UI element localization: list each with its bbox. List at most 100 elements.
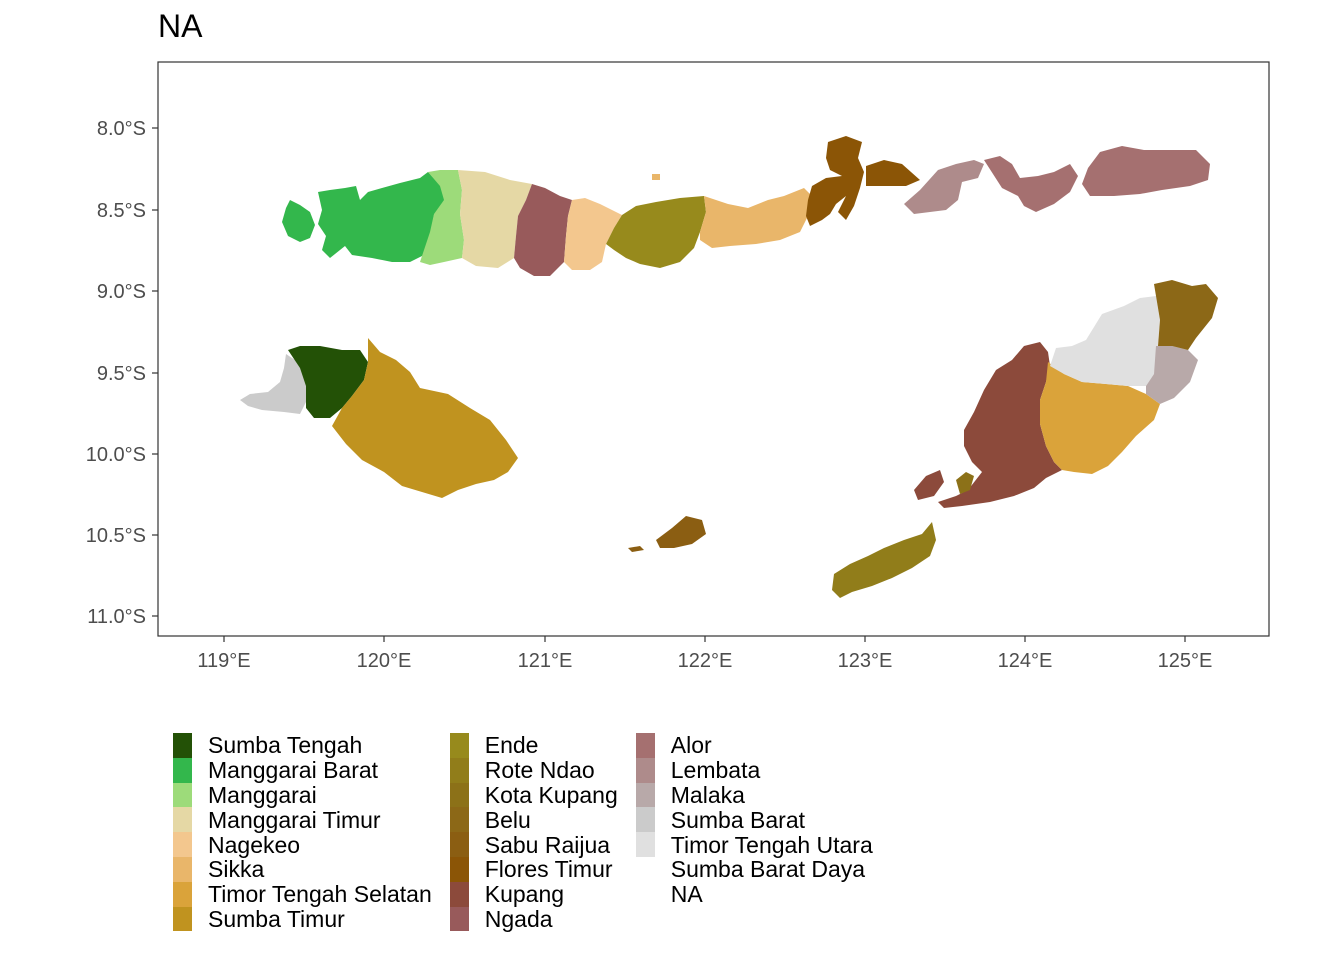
x-tick-label: 124°E: [998, 650, 1053, 672]
region-kota-kupang: [956, 472, 974, 494]
page-title: NA: [158, 8, 203, 44]
legend-color-key: [449, 906, 469, 932]
legend-label: Alor: [670, 732, 712, 759]
legend-item: Ende: [449, 732, 618, 759]
legend-label: Belu: [484, 806, 531, 833]
legend-color-key: [173, 782, 192, 808]
legend-color-key: [449, 881, 469, 907]
legend-color-key: [635, 733, 655, 758]
legend-item: Timor Tengah Selatan: [173, 881, 432, 908]
legend-label: Kupang: [484, 881, 565, 908]
legend-color-key: [173, 807, 192, 833]
legend-color-key: [449, 832, 469, 857]
legend-label: Timor Tengah Utara: [670, 831, 873, 858]
region-timor-tengah-utara: [1050, 296, 1160, 386]
region-sabu-raijua: [628, 516, 706, 552]
legend-color-key: [635, 757, 655, 783]
legend-label: Sumba Barat: [670, 806, 806, 833]
legend-color-key: [173, 906, 192, 932]
legend-item: Sikka: [173, 856, 432, 883]
legend-color-key: [173, 757, 192, 783]
legend-item: Sumba Barat: [635, 806, 873, 833]
map-panel-border: [157, 61, 1270, 637]
legend-label: NA: [670, 881, 703, 908]
y-tick-label: 10.5°S: [86, 525, 146, 547]
legend-column: Alor Lembata Malaka Sumba Barat Timor Tengah…: [635, 732, 873, 931]
region-flores-timur: [806, 136, 920, 226]
legend-item: Sumba Timur: [173, 905, 432, 932]
legend-color-key: [635, 881, 655, 907]
legend-color-key: [173, 733, 192, 758]
legend-item: Flores Timur: [449, 856, 618, 883]
region-alor: [984, 146, 1210, 212]
y-tick-label: 8.0°S: [97, 118, 146, 140]
legend-column: Sumba Tengah Manggarai Barat Manggarai Mang…: [173, 733, 432, 932]
legend-item: Malaka: [635, 781, 873, 808]
legend-color-key: [449, 856, 469, 882]
legend-item: Manggarai Timur: [173, 806, 432, 833]
legend-label: Rote Ndao: [484, 757, 595, 784]
legend-item: Kota Kupang: [449, 781, 618, 808]
legend-color-key: [449, 733, 469, 758]
legend-item: Lembata: [635, 757, 873, 784]
legend-color-key: [173, 832, 192, 857]
map-regions: [240, 136, 1218, 598]
legend-color-key: [449, 757, 469, 783]
legend-item: Timor Tengah Utara: [635, 831, 873, 858]
region-sumba-tengah: [288, 346, 368, 418]
legend-label: Sumba Barat Daya: [670, 856, 866, 883]
legend-item: Manggarai: [173, 781, 432, 808]
region-sikka: [652, 174, 812, 248]
legend-item: Manggarai Barat: [173, 757, 432, 784]
legend-label: Manggarai Barat: [208, 757, 379, 784]
legend-item: Nagekeo: [173, 832, 432, 857]
legend-column: Ende Rote Ndao Kota Kupang Belu Sabu Raijua F…: [449, 732, 618, 932]
legend-label: Manggarai Timur: [208, 806, 381, 833]
legend-label: Nagekeo: [208, 831, 301, 858]
legend-item: Sumba Tengah: [173, 733, 432, 758]
legend-color-key: [173, 856, 192, 882]
region-lembata: [904, 160, 984, 214]
legend-label: Ende: [484, 732, 539, 759]
legend: Sumba Tengah Manggarai Barat Manggarai Mang…: [173, 732, 891, 932]
legend-item: Kupang: [449, 881, 618, 908]
legend-color-key: [449, 782, 469, 808]
x-tick-label: 120°E: [357, 650, 412, 672]
region-rote-ndao: [832, 522, 936, 598]
legend-item: Alor: [635, 732, 873, 759]
y-tick-label: 9.5°S: [97, 363, 146, 385]
legend-color-key: [635, 807, 655, 833]
region-ende: [606, 196, 706, 268]
region-sumba-barat: [240, 354, 306, 414]
region-kupang: [914, 342, 1062, 508]
legend-color-key: [635, 782, 655, 808]
legend-label: Timor Tengah Selatan: [208, 881, 432, 908]
legend-color-key: [635, 832, 655, 857]
legend-item: Sabu Raijua: [449, 831, 618, 858]
y-tick-label: 9.0°S: [97, 281, 146, 303]
y-tick-label: 8.5°S: [97, 200, 146, 222]
region-sumba-timur: [332, 338, 518, 498]
legend-label: Sabu Raijua: [484, 831, 611, 858]
legend-label: Sumba Timur: [208, 905, 345, 932]
x-tick-label: 122°E: [678, 650, 733, 672]
x-axis: 119°E 120°E 121°E 122°E 123°E 124°E 125°…: [197, 636, 1212, 672]
region-nagekeo: [564, 198, 622, 270]
region-belu: [1154, 280, 1218, 350]
legend-label: Sikka: [208, 856, 265, 883]
legend-label: Malaka: [670, 781, 745, 808]
legend-label: Sumba Tengah: [208, 732, 363, 759]
y-axis: 8.0°S 8.5°S 9.0°S 9.5°S 10.0°S 10.5°S 11…: [86, 118, 158, 628]
x-tick-label: 121°E: [518, 650, 573, 672]
legend-label: Kota Kupang: [484, 781, 618, 808]
legend-color-key: [635, 856, 655, 882]
y-tick-label: 10.0°S: [86, 444, 146, 466]
region-ngada: [514, 184, 572, 276]
legend-item: Belu: [449, 806, 618, 833]
legend-item: Ngada: [449, 905, 618, 932]
legend-label: Lembata: [670, 757, 761, 784]
legend-label: Ngada: [484, 905, 553, 932]
x-tick-label: 119°E: [197, 650, 250, 672]
legend-label: Manggarai: [208, 781, 317, 808]
legend-label: Flores Timur: [484, 856, 613, 883]
